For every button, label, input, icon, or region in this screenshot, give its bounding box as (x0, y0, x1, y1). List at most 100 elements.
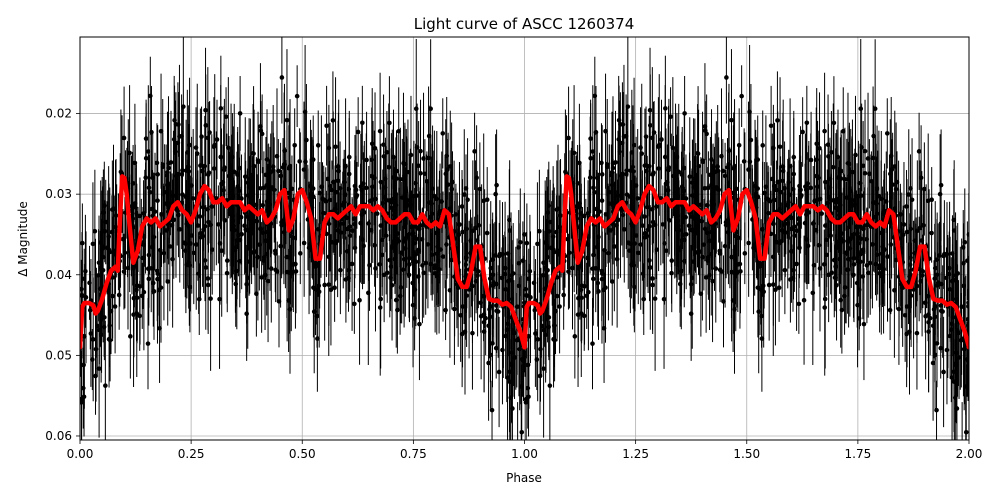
data-point (929, 230, 934, 236)
data-point (487, 276, 493, 281)
data-point (326, 221, 332, 227)
data-point (259, 275, 264, 280)
data-point (702, 226, 708, 232)
data-point (360, 120, 365, 126)
data-point (944, 275, 949, 281)
data-point (786, 200, 791, 205)
data-point (668, 114, 673, 119)
data-point (416, 247, 421, 253)
data-point (444, 242, 449, 247)
data-point (420, 263, 425, 268)
data-point (260, 230, 266, 236)
data-point (196, 296, 202, 302)
data-point (708, 251, 714, 257)
data-point (934, 407, 939, 413)
data-point (424, 178, 430, 184)
data-point (554, 293, 560, 299)
data-point (755, 285, 761, 290)
data-point (330, 179, 336, 185)
data-point (906, 192, 912, 197)
data-point (650, 219, 656, 225)
data-point (249, 182, 254, 188)
data-point (315, 143, 321, 148)
data-point (458, 313, 463, 318)
data-point (516, 245, 522, 250)
x-tick-label: 1.50 (733, 447, 760, 461)
data-point (432, 193, 437, 199)
data-point (630, 223, 635, 228)
data-point (484, 197, 490, 203)
x-tick-label: 1.00 (511, 447, 538, 461)
data-point (443, 307, 448, 313)
data-point (699, 218, 704, 224)
data-point (352, 301, 357, 307)
data-point (547, 383, 553, 388)
data-point (218, 106, 224, 111)
data-point (949, 375, 955, 380)
data-point (590, 149, 596, 154)
data-point (122, 250, 128, 255)
data-point (278, 173, 283, 179)
data-point (717, 267, 723, 273)
data-point (902, 313, 908, 318)
data-point (96, 366, 102, 371)
data-point (599, 268, 605, 274)
data-point (131, 312, 136, 317)
data-point (464, 293, 469, 298)
data-point (876, 193, 882, 199)
data-point (158, 128, 164, 134)
data-point (931, 307, 937, 312)
data-point (373, 266, 378, 271)
data-point (474, 175, 479, 181)
x-tick-label: 2.00 (956, 447, 983, 461)
data-point (315, 226, 321, 232)
data-point (194, 151, 200, 156)
data-point (547, 219, 553, 225)
data-point (591, 185, 596, 191)
data-point (546, 228, 552, 234)
data-point (166, 165, 171, 171)
data-point (656, 166, 661, 171)
data-points (80, 37, 969, 440)
data-point (912, 250, 918, 256)
data-point (264, 251, 270, 257)
data-point (499, 275, 505, 281)
data-point (401, 176, 407, 182)
data-point (813, 227, 819, 233)
data-point (494, 308, 500, 314)
data-point (900, 232, 906, 237)
data-point (638, 242, 644, 247)
data-point (167, 244, 173, 249)
data-point (635, 250, 641, 256)
data-point (782, 267, 788, 273)
data-point (909, 197, 915, 203)
data-point (509, 350, 515, 356)
data-point (337, 186, 343, 191)
data-point (660, 222, 666, 227)
data-point (692, 229, 698, 234)
data-point (417, 321, 422, 327)
data-point (847, 237, 853, 242)
data-point (256, 159, 261, 165)
data-point (585, 242, 591, 248)
data-point (369, 157, 375, 163)
data-point (641, 296, 647, 302)
data-point (709, 157, 714, 162)
data-point (411, 193, 417, 199)
data-point (953, 361, 959, 367)
data-point (245, 275, 251, 281)
data-point (938, 308, 944, 314)
data-point (507, 217, 512, 223)
data-point (591, 252, 596, 258)
data-point (378, 223, 384, 228)
data-point (355, 129, 361, 135)
data-point (645, 227, 651, 232)
data-point (294, 93, 300, 99)
data-point (387, 120, 392, 126)
data-point (224, 270, 230, 276)
data-point (653, 204, 659, 209)
data-point (139, 293, 145, 299)
data-point (216, 222, 221, 227)
data-point (756, 261, 761, 266)
data-point (349, 261, 355, 267)
